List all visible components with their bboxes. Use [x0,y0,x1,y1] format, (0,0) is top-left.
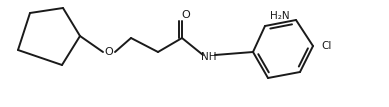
Text: O: O [105,47,113,57]
Text: NH: NH [201,52,217,62]
Text: H₂N: H₂N [270,11,290,21]
Text: O: O [182,10,190,20]
Text: Cl: Cl [321,41,331,51]
